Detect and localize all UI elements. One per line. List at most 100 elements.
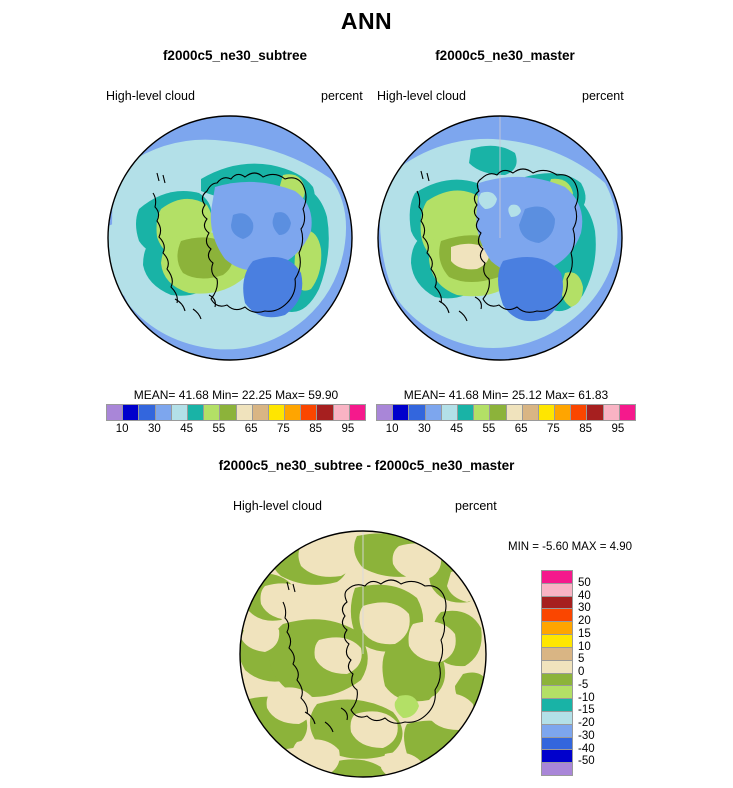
colorbar-swatch <box>542 647 572 661</box>
colorbar-swatch <box>377 405 394 420</box>
stats-right: MEAN= 41.68 Min= 25.12 Max= 61.83 <box>403 388 609 402</box>
colorbar-difference-labels: 50 40 30 20 15 10 5 0 -5 -10 -15 -20 -30 -40 -50 <box>578 570 618 774</box>
colorbar-swatch <box>587 405 604 420</box>
colorbar-swatch <box>317 405 334 420</box>
colorbar-tick-label: 40 <box>578 589 591 602</box>
colorbar-swatch <box>619 405 635 420</box>
colorbar-tick-label: -40 <box>578 742 595 755</box>
colorbar-left-labels: 10 30 45 55 65 75 85 95 <box>106 423 364 439</box>
colorbar-swatch <box>542 660 572 674</box>
colorbar-tick-label: 55 <box>482 423 496 435</box>
colorbar-tick-label: 20 <box>578 615 591 627</box>
colorbar-tick-label: 95 <box>611 423 625 435</box>
map-panel-left <box>105 113 355 363</box>
colorbar-tick-label: 10 <box>578 640 591 653</box>
colorbar-swatch <box>542 711 572 725</box>
colorbar-tick-label: -15 <box>578 704 595 717</box>
colorbar-tick-label: -50 <box>578 755 595 768</box>
colorbar-swatch <box>349 405 365 420</box>
colorbar-left <box>106 404 366 421</box>
colorbar-tick-label: -5 <box>578 678 589 691</box>
colorbar-swatch <box>171 405 188 420</box>
colorbar-swatch <box>425 405 442 420</box>
colorbar-swatch <box>220 405 237 420</box>
colorbar-tick-label: 0 <box>578 666 585 678</box>
colorbar-swatch <box>542 635 572 648</box>
colorbar-swatch <box>542 583 572 597</box>
colorbar-swatch <box>409 405 426 420</box>
panel-title-left: f2000c5_ne30_subtree <box>162 48 308 63</box>
colorbar-swatch <box>542 763 572 775</box>
colorbar-swatch <box>542 622 572 636</box>
colorbar-tick-label: 10 <box>385 423 399 435</box>
colorbar-tick-label: 85 <box>579 423 593 435</box>
colorbar-right-labels: 10 30 45 55 65 75 85 95 <box>376 423 634 439</box>
colorbar-swatch <box>506 405 523 420</box>
colorbar-tick-label: 75 <box>546 423 560 435</box>
variable-label-right: High-level cloud <box>377 89 466 103</box>
colorbar-tick-label: 30 <box>147 423 161 435</box>
colorbar-tick-label: -20 <box>578 717 595 729</box>
colorbar-swatch <box>542 596 572 610</box>
colorbar-tick-label: 55 <box>212 423 226 435</box>
colorbar-swatch <box>204 405 221 420</box>
colorbar-swatch <box>333 405 350 420</box>
colorbar-tick-label: 45 <box>180 423 194 435</box>
colorbar-swatch <box>252 405 269 420</box>
colorbar-swatch <box>603 405 620 420</box>
variable-label-difference: High-level cloud <box>233 499 322 513</box>
colorbar-swatch <box>542 571 572 584</box>
units-label-right: percent <box>582 89 624 103</box>
colorbar-swatch <box>542 609 572 623</box>
colorbar-swatch <box>542 699 572 712</box>
colorbar-tick-label: -30 <box>578 729 595 742</box>
units-label-left: percent <box>321 89 363 103</box>
map-panel-right <box>375 113 625 363</box>
colorbar-swatch <box>187 405 205 420</box>
colorbar-swatch <box>155 405 172 420</box>
colorbar-swatch <box>571 405 588 420</box>
colorbar-swatch <box>393 405 410 420</box>
variable-label-left: High-level cloud <box>106 89 195 103</box>
page-title: ANN <box>340 8 393 34</box>
colorbar-swatch <box>542 737 572 751</box>
colorbar-swatch <box>301 405 318 420</box>
colorbar-tick-label: 95 <box>341 423 355 435</box>
colorbar-tick-label: 10 <box>115 423 129 435</box>
colorbar-tick-label: 45 <box>450 423 464 435</box>
panel-title-difference: f2000c5_ne30_subtree - f2000c5_ne30_mast… <box>218 458 515 473</box>
colorbar-swatch <box>139 405 156 420</box>
colorbar-tick-label: -10 <box>578 691 595 704</box>
colorbar-swatch <box>268 405 286 420</box>
colorbar-tick-label: 15 <box>578 627 591 640</box>
colorbar-swatch <box>441 405 458 420</box>
colorbar-swatch <box>107 405 124 420</box>
colorbar-tick-label: 75 <box>276 423 290 435</box>
map-panel-difference <box>237 528 489 780</box>
stats-left: MEAN= 41.68 Min= 22.25 Max= 59.90 <box>133 388 339 402</box>
colorbar-right <box>376 404 636 421</box>
colorbar-swatch <box>236 405 253 420</box>
colorbar-swatch <box>538 405 556 420</box>
colorbar-swatch <box>474 405 491 420</box>
stats-difference: MIN = -5.60 MAX = 4.90 <box>507 541 632 553</box>
colorbar-swatch <box>490 405 507 420</box>
colorbar-swatch <box>123 405 140 420</box>
colorbar-tick-label: 65 <box>244 423 258 435</box>
colorbar-swatch <box>285 405 302 420</box>
colorbar-tick-label: 85 <box>309 423 323 435</box>
colorbar-swatch <box>555 405 572 420</box>
colorbar-tick-label: 50 <box>578 576 591 589</box>
panel-title-right: f2000c5_ne30_master <box>435 48 575 63</box>
colorbar-tick-label: 30 <box>578 602 591 615</box>
colorbar-swatch <box>542 750 572 764</box>
colorbar-difference <box>541 570 573 776</box>
units-label-difference: percent <box>455 499 497 513</box>
colorbar-swatch <box>542 673 572 687</box>
colorbar-tick-label: 30 <box>417 423 431 435</box>
colorbar-tick-label: 65 <box>514 423 528 435</box>
colorbar-swatch <box>457 405 475 420</box>
colorbar-tick-label: 5 <box>578 653 585 666</box>
colorbar-swatch <box>522 405 539 420</box>
colorbar-swatch <box>542 686 572 700</box>
